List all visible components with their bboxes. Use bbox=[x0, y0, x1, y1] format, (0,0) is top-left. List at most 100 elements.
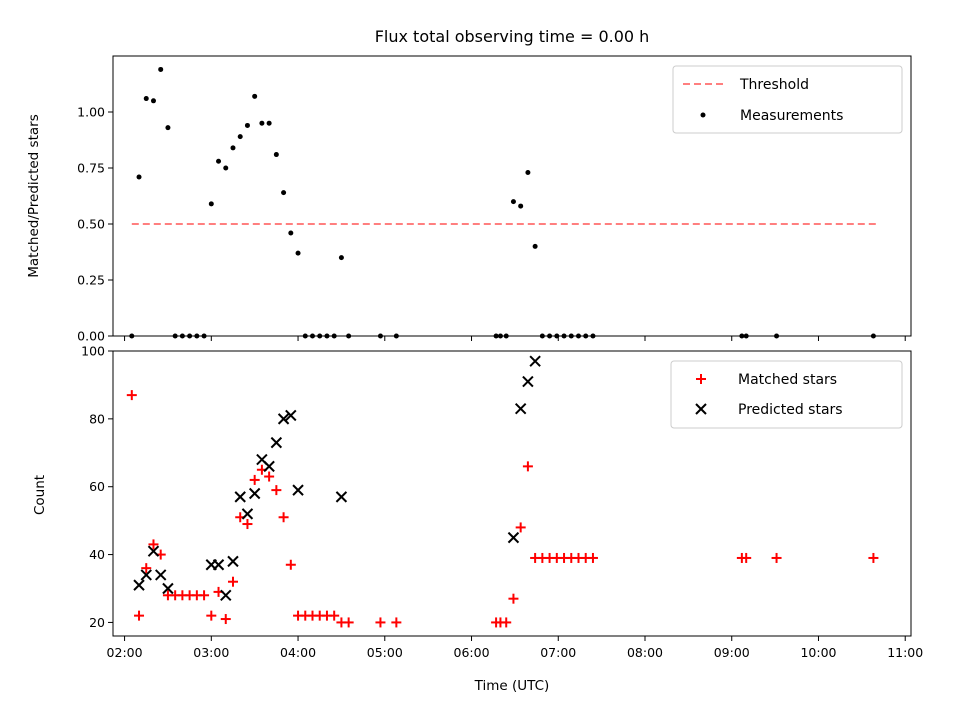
legend-threshold-label: Threshold bbox=[739, 77, 809, 93]
measurement-point bbox=[338, 255, 344, 261]
predicted-stars-point bbox=[285, 409, 297, 422]
predicted-stars-point bbox=[133, 579, 145, 591]
bottom-y-tick-label: 20 bbox=[89, 615, 105, 630]
top-plot-area: 0.00 0.25 0.50 0.75 1.00 bbox=[77, 55, 912, 344]
measurement-point bbox=[281, 190, 287, 196]
x-stroke-b bbox=[227, 555, 239, 568]
bottom-y-tick-label: 80 bbox=[89, 411, 105, 426]
top-y-tick-label: 0.75 bbox=[77, 161, 105, 176]
top-plot-frame bbox=[112, 55, 912, 337]
legend-predicted-stars-marker bbox=[695, 403, 707, 415]
legend-plus-glyph bbox=[696, 374, 706, 384]
measurement-point bbox=[165, 125, 171, 131]
predicted-stars-point bbox=[241, 508, 254, 520]
x-stroke-b bbox=[270, 436, 283, 449]
legend-matched-stars-label: Matched stars bbox=[738, 372, 837, 388]
predicted-stars-point bbox=[234, 491, 246, 503]
predicted-stars-point bbox=[277, 413, 290, 425]
predicted-stars-point bbox=[227, 555, 239, 568]
x-stroke-b bbox=[292, 484, 304, 496]
x-stroke-b bbox=[529, 355, 541, 367]
bottom-y-axis-label: Count bbox=[32, 475, 48, 515]
x-stroke-b bbox=[522, 375, 534, 388]
matched-stars-point bbox=[375, 617, 386, 628]
top-legend: Threshold Measurements bbox=[672, 65, 903, 134]
matched-stars-point bbox=[329, 610, 340, 621]
predicted-stars-point bbox=[263, 460, 275, 473]
measurement-point bbox=[208, 201, 214, 207]
matched-stars-point bbox=[278, 512, 289, 523]
matched-stars-point bbox=[285, 559, 296, 570]
predicted-stars-point bbox=[529, 355, 541, 367]
measurement-point bbox=[230, 145, 236, 151]
bottom-x-tick-label: 03:00 bbox=[193, 645, 229, 660]
measurement-point bbox=[252, 93, 258, 99]
bottom-legend: Matched stars Predicted stars bbox=[670, 360, 903, 429]
matched-stars-point bbox=[141, 563, 152, 574]
predicted-stars-point bbox=[507, 531, 520, 544]
matched-stars-point bbox=[515, 522, 526, 533]
matched-stars-point bbox=[741, 552, 752, 563]
legend-matched-stars-marker bbox=[696, 374, 706, 384]
bottom-y-tick-label: 40 bbox=[89, 547, 105, 562]
matched-stars-point bbox=[343, 617, 354, 628]
x-stroke-b bbox=[147, 545, 160, 557]
x-stroke-b bbox=[241, 508, 254, 520]
top-y-tick-label: 0.50 bbox=[77, 217, 105, 232]
predicted-stars-point bbox=[154, 569, 167, 581]
measurement-point bbox=[259, 120, 265, 126]
x-stroke-b bbox=[212, 559, 225, 571]
x-stroke-b bbox=[277, 413, 290, 425]
legend-x-glyph bbox=[695, 403, 707, 415]
predicted-stars-point bbox=[220, 589, 232, 601]
measurement-point bbox=[136, 174, 142, 180]
top-y-tick-label: 0.25 bbox=[77, 273, 105, 288]
bottom-x-tick-label: 04:00 bbox=[280, 645, 316, 660]
matched-stars-point bbox=[227, 576, 238, 587]
top-y-tick-label: 0.00 bbox=[77, 329, 105, 344]
matched-stars-point bbox=[242, 519, 253, 530]
predicted-stars-point bbox=[147, 545, 160, 557]
measurement-point bbox=[223, 165, 229, 171]
bottom-x-tick-label: 07:00 bbox=[540, 645, 576, 660]
bottom-plot-area: 20 40 60 80 100 02:00 03:00 04:00 05:00 06:00 07:0… bbox=[81, 344, 923, 661]
matched-stars-point bbox=[508, 593, 519, 604]
bottom-y-tick-label: 100 bbox=[81, 344, 105, 359]
measurement-point bbox=[266, 120, 272, 126]
matched-stars-point bbox=[126, 390, 137, 401]
matched-stars-point bbox=[199, 590, 210, 601]
predicted-stars-point bbox=[248, 487, 261, 500]
matched-stars-point bbox=[206, 610, 217, 621]
matched-stars-point bbox=[868, 552, 879, 563]
x-stroke-b bbox=[140, 569, 152, 581]
bottom-plot-frame bbox=[112, 350, 912, 637]
matched-stars-point bbox=[220, 614, 231, 625]
bottom-y-tick-label: 60 bbox=[89, 479, 105, 494]
predicted-stars-point bbox=[514, 402, 527, 415]
x-stroke-b bbox=[256, 453, 268, 466]
measurement-point bbox=[216, 158, 222, 164]
matched-stars-point bbox=[148, 539, 159, 550]
bottom-x-tick-label: 09:00 bbox=[714, 645, 750, 660]
measurement-point bbox=[525, 169, 531, 175]
bottom-x-tick-label: 10:00 bbox=[800, 645, 836, 660]
bottom-x-tick-label: 05:00 bbox=[367, 645, 403, 660]
measurement-point bbox=[532, 243, 538, 249]
measurement-point bbox=[510, 199, 516, 205]
x-stroke-b bbox=[263, 460, 275, 473]
top-y-axis-label: Matched/Predicted stars bbox=[26, 114, 42, 277]
x-stroke-b bbox=[695, 403, 707, 415]
matched-stars-point bbox=[771, 552, 782, 563]
top-y-tick-label: 1.00 bbox=[77, 105, 105, 120]
top-chart-title: Flux total observing time = 0.00 h bbox=[375, 27, 650, 46]
bottom-x-tick-label: 11:00 bbox=[887, 645, 923, 660]
matched-stars-point bbox=[501, 617, 512, 628]
measurement-point bbox=[273, 152, 279, 158]
measurement-point bbox=[158, 66, 164, 72]
x-stroke-b bbox=[220, 589, 232, 601]
matched-stars-point bbox=[587, 552, 598, 563]
predicted-stars-point bbox=[522, 375, 534, 388]
measurement-point bbox=[295, 250, 301, 256]
predicted-stars-point bbox=[335, 491, 348, 503]
matched-stars-point bbox=[522, 461, 533, 472]
